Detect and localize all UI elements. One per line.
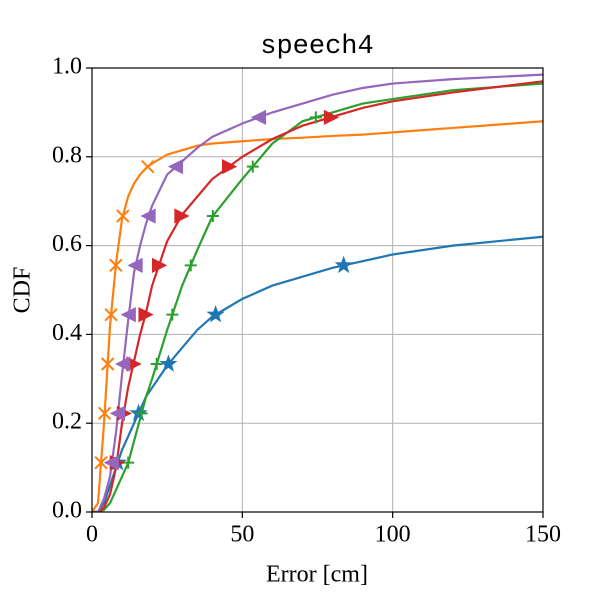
marker [184, 259, 197, 272]
x-tick-label: 100 [375, 522, 411, 548]
marker [167, 159, 184, 175]
marker [250, 109, 267, 125]
x-tick-label: 150 [525, 522, 561, 548]
series-line [92, 235, 543, 512]
y-tick-label: 0.6 [52, 231, 82, 257]
marker [309, 111, 322, 124]
marker [94, 455, 108, 470]
y-tick-label: 0.4 [52, 320, 82, 346]
marker [159, 354, 178, 372]
marker [151, 257, 168, 273]
y-tick-label: 0.0 [52, 498, 82, 524]
y-tick-label: 0.2 [52, 409, 82, 435]
plot-frame [91, 67, 544, 513]
marker [141, 159, 155, 174]
marker [323, 109, 340, 125]
y-axis-label: CDF [10, 267, 36, 314]
marker [246, 160, 259, 173]
marker [166, 308, 179, 321]
x-tick-label: 50 [230, 522, 254, 548]
marker [114, 356, 131, 372]
marker [127, 257, 143, 273]
plot-area [92, 73, 543, 512]
marker [206, 210, 219, 222]
y-tick-label: 1.0 [52, 54, 82, 80]
x-tick-label: 0 [86, 522, 98, 548]
series-line [92, 120, 543, 512]
marker [109, 405, 126, 421]
y-tick-label: 0.8 [52, 142, 82, 168]
marker [97, 406, 112, 421]
marker [150, 358, 163, 370]
series-line [92, 82, 543, 512]
series-line [92, 80, 543, 512]
marker [174, 208, 190, 224]
marker [206, 305, 225, 323]
x-axis-label: Error [cm] [266, 562, 368, 588]
marker [138, 307, 154, 323]
marker [103, 455, 119, 471]
marker [100, 357, 115, 371]
chart-title: speech4 [260, 32, 373, 62]
marker [104, 307, 118, 322]
marker [334, 255, 353, 274]
marker [221, 159, 238, 175]
marker [120, 307, 136, 323]
marker [135, 407, 148, 420]
marker [109, 258, 123, 273]
marker [116, 209, 130, 223]
series-line [92, 73, 543, 512]
marker [140, 208, 156, 224]
